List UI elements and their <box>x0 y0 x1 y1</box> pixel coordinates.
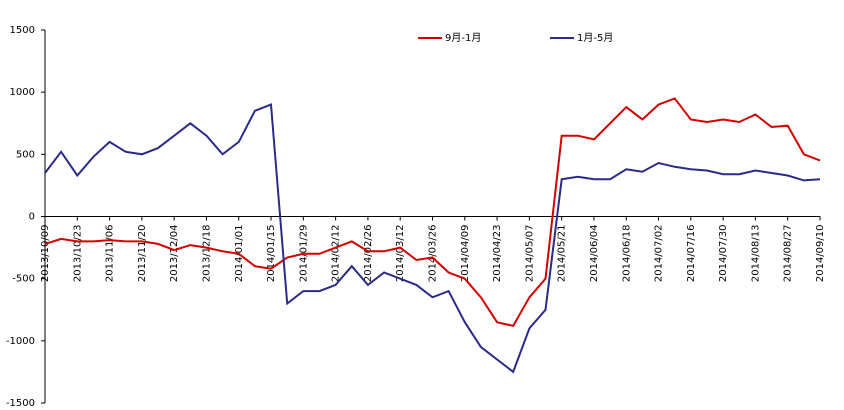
x-tick-label: 2013/12/18 <box>201 224 212 282</box>
y-tick-label: -1500 <box>6 398 35 409</box>
legend-label: 1月-5月 <box>577 32 613 44</box>
x-tick-label: 2014/09/10 <box>815 225 826 283</box>
x-tick-label: 2014/04/09 <box>460 224 471 282</box>
x-tick-label: 2014/08/27 <box>783 225 794 283</box>
y-tick-label: -500 <box>12 274 35 285</box>
y-tick-label: -1000 <box>6 336 35 347</box>
y-tick-label: 500 <box>16 149 35 160</box>
x-tick-label: 2014/02/12 <box>331 225 342 283</box>
x-tick-label: 2014/07/16 <box>686 225 697 283</box>
series-line <box>44 103 821 374</box>
x-tick-label: 2014/05/21 <box>557 225 568 283</box>
series-line <box>44 97 821 328</box>
x-tick-label: 2014/07/30 <box>718 225 729 283</box>
x-tick-label: 2014/07/02 <box>654 225 665 283</box>
x-tick-label: 2014/03/26 <box>428 225 439 283</box>
x-tick-label: 2013/11/06 <box>105 225 116 283</box>
x-tick-label: 2013/11/20 <box>137 225 148 283</box>
x-tick-label: 2014/01/15 <box>266 225 277 283</box>
x-tick-label: 2014/04/23 <box>492 225 503 283</box>
y-tick-label: 0 <box>29 212 35 223</box>
x-tick-label: 2014/06/18 <box>621 225 632 283</box>
x-tick-label: 2014/02/26 <box>363 225 374 283</box>
x-tick-label: 2014/05/07 <box>524 225 535 283</box>
x-tick-label: 2014/03/12 <box>395 225 406 283</box>
x-tick-label: 2014/08/13 <box>750 225 761 283</box>
legend-label: 9月-1月 <box>445 32 481 44</box>
x-tick-label: 2013/12/04 <box>169 225 180 283</box>
x-tick-label: 2013/10/09 <box>40 225 51 283</box>
x-tick-label: 2013/10/23 <box>72 225 83 283</box>
y-tick-label: 1500 <box>10 25 35 36</box>
y-tick-label: 1000 <box>10 87 35 98</box>
x-tick-label: 2014/06/04 <box>589 225 600 283</box>
